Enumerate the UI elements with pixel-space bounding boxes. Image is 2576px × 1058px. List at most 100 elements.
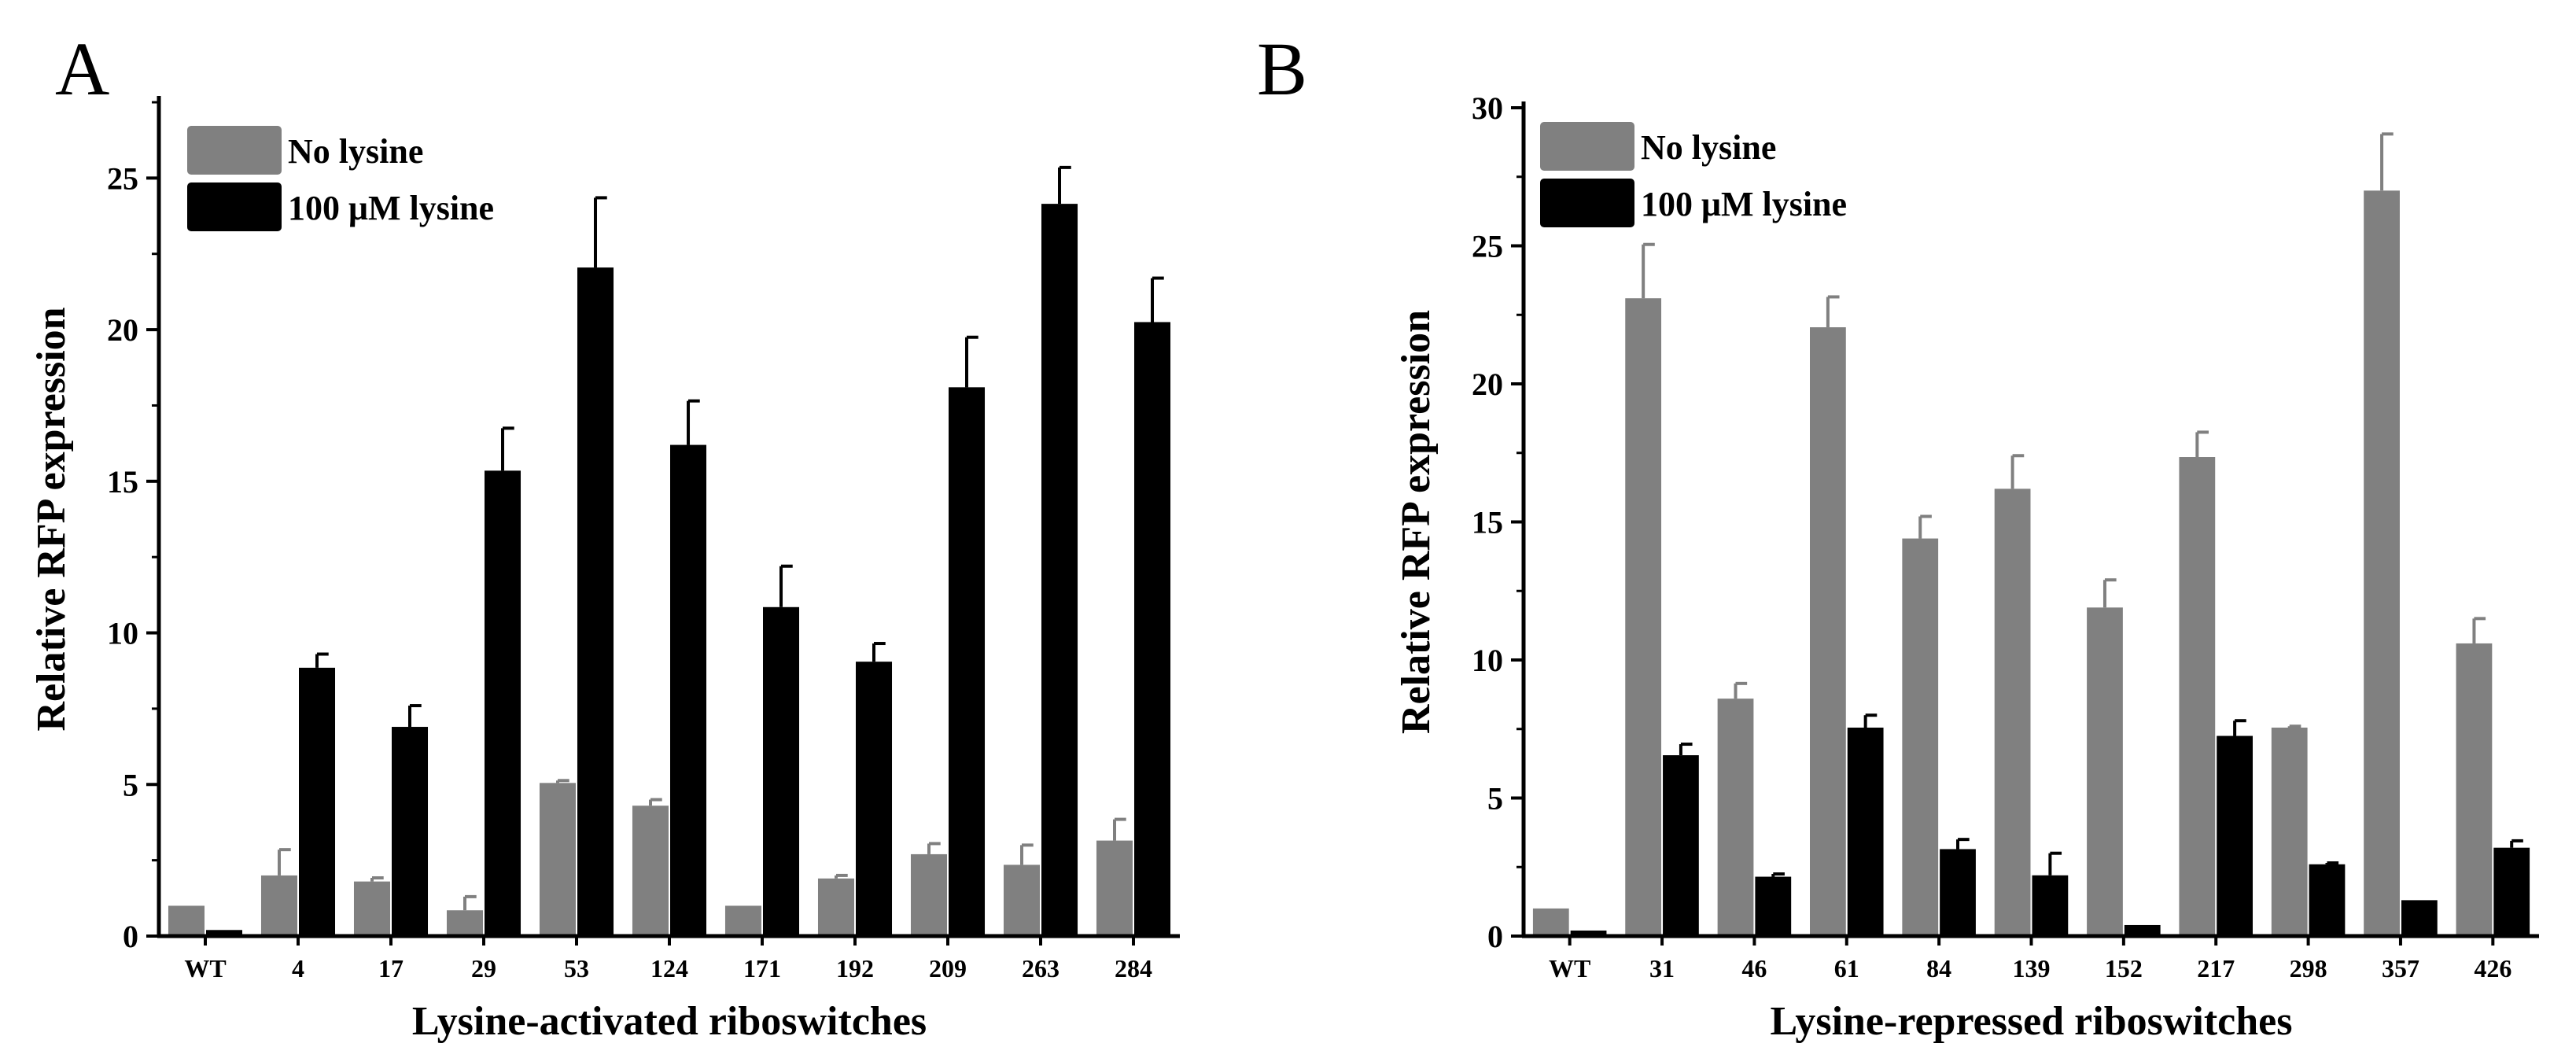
x-category-label: 139 — [2013, 954, 2051, 982]
x-category-label: 124 — [650, 954, 688, 982]
bar — [1625, 298, 1662, 936]
bars — [1532, 132, 2530, 937]
bar — [1663, 755, 1699, 936]
legend-label-100um-lysine: 100 μM lysine — [288, 189, 494, 227]
y-tick-label: 20 — [1472, 367, 1503, 402]
bar — [2217, 735, 2253, 936]
bar — [1810, 327, 1846, 936]
bar — [1994, 488, 2031, 936]
bar — [632, 805, 669, 936]
legend-swatch-no-lysine — [187, 126, 282, 175]
bar — [577, 267, 614, 936]
bar — [724, 905, 761, 936]
x-category-label: 263 — [1022, 954, 1060, 982]
x-category-label: 426 — [2474, 954, 2512, 982]
y-tick-label: 10 — [107, 616, 138, 651]
y-tick-label: 25 — [1472, 229, 1503, 264]
legend: No lysine 100 μM lysine — [1540, 122, 1847, 227]
y-tick-label: 15 — [107, 464, 138, 500]
y-tick-label: 0 — [1487, 919, 1503, 954]
chart-panel-b: B 0 5 10 15 20 25 30 WT 31 46 61 84 139 152 217 298 357… — [1257, 27, 2539, 1044]
bar — [670, 444, 707, 936]
bar — [168, 905, 205, 936]
y-tick-label: 15 — [1472, 505, 1503, 540]
bar — [2364, 190, 2400, 937]
bar — [856, 662, 893, 936]
bar — [1717, 699, 1754, 936]
y-tick-label: 25 — [107, 160, 138, 196]
x-category-label: 29 — [471, 954, 496, 982]
y-axis-title: Relative RFP expression — [29, 307, 74, 731]
legend: No lysine 100 μM lysine — [187, 126, 494, 231]
chart-panel-a: A 0 5 10 15 20 25 WT 4 17 29 53 124 171 192 209 263 284… — [29, 27, 1180, 1044]
legend-swatch-no-lysine — [1540, 122, 1634, 171]
x-category-label: 217 — [2197, 954, 2235, 982]
x-axis-title: Lysine-activated riboswitches — [412, 999, 927, 1044]
x-category-label: 61 — [1834, 954, 1859, 982]
x-category-label: 357 — [2382, 954, 2419, 982]
bar — [2124, 924, 2161, 936]
bar — [1847, 727, 1884, 936]
bar — [392, 727, 429, 936]
y-tick-label: 20 — [107, 312, 138, 348]
bar — [949, 387, 986, 936]
bar — [1570, 930, 1607, 936]
bar — [2401, 900, 2438, 936]
legend-swatch-100um-lysine — [187, 182, 282, 231]
x-axis-categories: WT 31 46 61 84 139 152 217 298 357 426 — [1549, 936, 2512, 982]
bar — [1755, 876, 1792, 936]
bar — [2032, 875, 2069, 936]
y-axis-title: Relative RFP expression — [1394, 310, 1439, 734]
y-tick-label: 0 — [123, 919, 138, 954]
bar — [2179, 457, 2216, 936]
x-category-label: 4 — [292, 954, 304, 982]
x-category-label: 152 — [2105, 954, 2143, 982]
x-category-label: 209 — [929, 954, 967, 982]
x-category-label: 17 — [378, 954, 404, 982]
legend-label-no-lysine: No lysine — [1641, 128, 1776, 167]
x-axis-categories: WT 4 17 29 53 124 171 192 209 263 284 — [184, 936, 1152, 982]
x-category-label: 46 — [1741, 954, 1767, 982]
bar — [446, 910, 483, 936]
bar — [299, 667, 336, 936]
bar — [260, 875, 297, 936]
legend-label-100um-lysine: 100 μM lysine — [1641, 185, 1847, 223]
y-axis-ticks: 0 5 10 15 20 25 30 — [1472, 90, 1524, 954]
bar — [1532, 908, 1569, 936]
x-category-label: 31 — [1649, 954, 1675, 982]
y-axis-ticks: 0 5 10 15 20 25 — [107, 101, 159, 954]
y-tick-label: 5 — [123, 767, 138, 802]
bar — [1940, 849, 1976, 936]
bar — [1902, 538, 1939, 936]
bar — [763, 606, 800, 936]
x-category-label: WT — [184, 954, 226, 982]
bar — [1134, 322, 1171, 936]
y-tick-label: 10 — [1472, 643, 1503, 678]
bar — [1096, 840, 1133, 936]
bar — [206, 930, 243, 936]
bar — [1041, 204, 1078, 936]
x-axis-title: Lysine-repressed riboswitches — [1771, 999, 2293, 1044]
x-category-label: 171 — [743, 954, 781, 982]
y-tick-label: 5 — [1487, 781, 1503, 817]
bar — [2456, 643, 2493, 936]
bar — [2271, 727, 2308, 936]
panel-letter-b: B — [1257, 27, 1307, 111]
bar — [1003, 864, 1040, 936]
bar — [539, 783, 576, 936]
legend-label-no-lysine: No lysine — [288, 132, 423, 171]
bar — [2493, 847, 2530, 936]
x-category-label: 53 — [564, 954, 589, 982]
bar — [2309, 864, 2346, 936]
bars — [168, 165, 1171, 936]
bar — [353, 881, 390, 936]
x-category-label: 298 — [2290, 954, 2327, 982]
legend-swatch-100um-lysine — [1540, 179, 1634, 227]
bar — [910, 853, 947, 936]
bar — [485, 470, 521, 936]
panel-letter-a: A — [55, 27, 109, 111]
bar — [817, 878, 854, 936]
x-category-label: 192 — [836, 954, 874, 982]
bar — [2087, 607, 2123, 936]
